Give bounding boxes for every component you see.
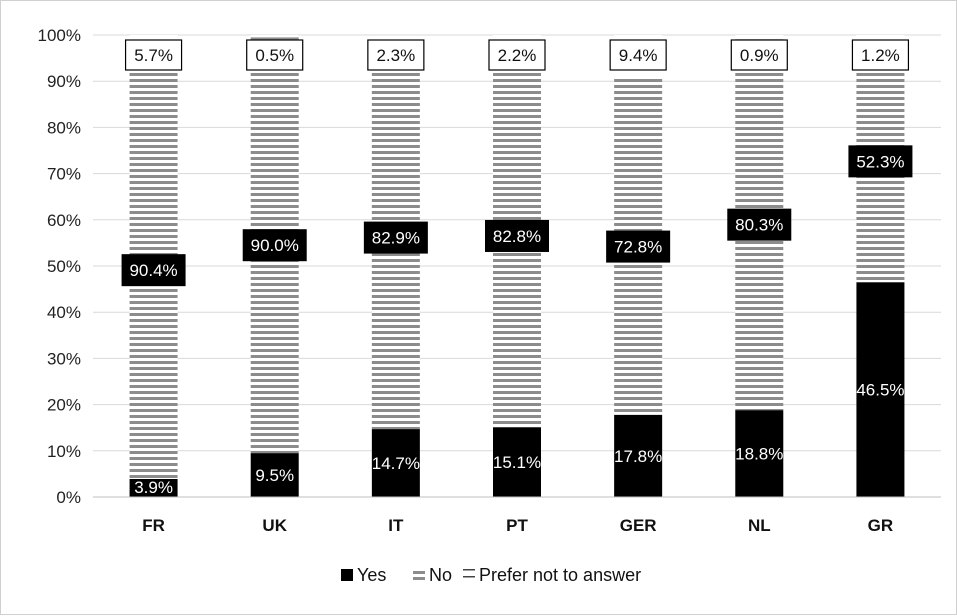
data-label-prefer: 1.2%: [861, 46, 900, 65]
x-tick-label: GER: [620, 516, 657, 535]
data-label-prefer: 5.7%: [134, 46, 173, 65]
legend-label: No: [429, 565, 452, 585]
data-labels: 3.9% 90.4% 5.7% 9.5% 90.0% 0.5% 14.7% 82.9% 2.3%…: [121, 39, 913, 497]
data-label-box-prefer: [730, 39, 788, 71]
y-tick-label: 90%: [47, 72, 81, 91]
data-label-no: 82.8%: [493, 227, 541, 246]
data-label-prefer: 2.3%: [376, 46, 415, 65]
x-tick-label: IT: [388, 516, 404, 535]
bar-yes: [735, 410, 784, 497]
data-label-box-prefer: [851, 39, 910, 71]
x-tick-label: UK: [262, 516, 287, 535]
y-axis: 0% 10% 20% 30% 40% 50% 60% 70% 80% 90% 100%: [38, 26, 81, 507]
y-tick-label: 60%: [47, 211, 81, 230]
bar-prefer-not-to-answer: [250, 35, 299, 38]
data-label-prefer: 0.9%: [740, 46, 779, 65]
data-label-prefer: 0.5%: [255, 46, 294, 65]
y-tick-label: 30%: [47, 349, 81, 368]
y-tick-label: 70%: [47, 165, 81, 184]
legend-label: Yes: [357, 565, 386, 585]
bar-yes: [856, 282, 905, 497]
y-tick-label: 20%: [47, 396, 81, 415]
y-tick-label: 0%: [56, 488, 81, 507]
data-label-no: 80.3%: [735, 216, 783, 235]
data-label-yes: 9.5%: [255, 466, 294, 485]
x-tick-label: PT: [506, 516, 528, 535]
bar-prefer-not-to-answer: [735, 35, 784, 40]
bar-yes: [371, 429, 420, 497]
y-tick-label: 80%: [47, 118, 81, 137]
legend-swatch: [341, 569, 353, 581]
y-tick-label: 40%: [47, 303, 81, 322]
y-tick-label: 50%: [47, 257, 81, 276]
data-label-box-prefer: [488, 39, 546, 71]
data-label-box-no: [727, 208, 792, 241]
data-label-box-no: [606, 230, 671, 263]
data-label-yes: 14.7%: [372, 454, 420, 473]
data-label-box-no: [848, 145, 913, 178]
data-label-box-prefer: [367, 39, 425, 71]
x-axis: FR UK IT PT GER NL GR: [93, 496, 941, 535]
data-label-prefer: 9.4%: [619, 46, 658, 65]
bar-yes: [614, 414, 663, 497]
y-tick-label: 10%: [47, 442, 81, 461]
legend-swatch: [463, 569, 475, 581]
data-label-box-prefer: [246, 39, 304, 71]
data-label-box-no: [242, 229, 307, 262]
bar-yes: [493, 427, 541, 497]
data-label-yes: 18.8%: [735, 445, 783, 464]
bar-yes: [129, 478, 178, 497]
data-label-box-prefer: [124, 39, 183, 71]
x-tick-label: NL: [748, 516, 771, 535]
data-label-no: 90.4%: [129, 261, 177, 280]
data-label-yes: 15.1%: [493, 453, 541, 472]
bar-yes: [250, 453, 299, 497]
data-label-no: 52.3%: [856, 152, 904, 171]
legend: Yes No Prefer not to answer: [341, 565, 641, 585]
data-label-yes: 17.8%: [614, 447, 662, 466]
data-label-box-no: [121, 254, 186, 287]
data-label-yes: 3.9%: [134, 478, 173, 497]
data-label-yes: 46.5%: [856, 381, 904, 400]
data-label-box-prefer: [609, 39, 667, 71]
data-label-no: 72.8%: [614, 238, 662, 257]
data-label-prefer: 2.2%: [498, 46, 537, 65]
x-tick-label: FR: [142, 516, 165, 535]
data-label-box-no: [363, 221, 428, 254]
legend-swatch: [413, 569, 425, 581]
y-tick-label: 100%: [38, 26, 81, 45]
data-label-box-no: [485, 219, 549, 252]
data-label-no: 82.9%: [372, 229, 420, 248]
x-tick-label: GR: [868, 516, 894, 535]
legend-label: Prefer not to answer: [479, 565, 641, 585]
data-label-no: 90.0%: [251, 236, 299, 255]
bar-prefer-not-to-answer: [856, 35, 905, 41]
